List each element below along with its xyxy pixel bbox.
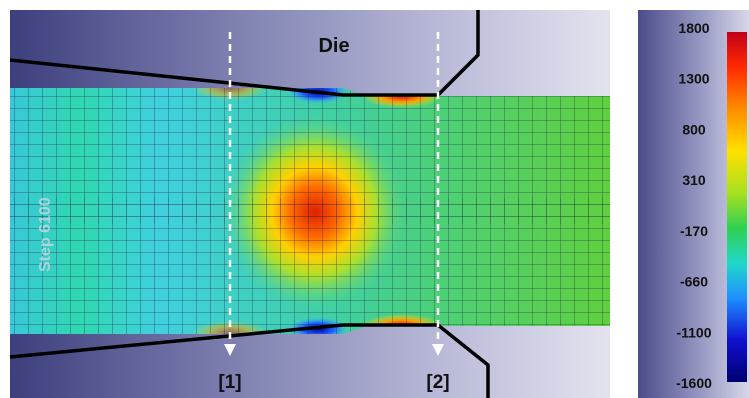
step-label: Step 6100: [37, 197, 54, 272]
section-label-1: [1]: [218, 372, 241, 393]
colorbar-tick-label: -1600: [676, 375, 712, 391]
colorbar-tick-label: 310: [682, 172, 706, 188]
colorbar-tick-label: -660: [680, 274, 708, 290]
colorbar-legend: 1800 1300 800 310 -170 -660 -1100 -1600: [638, 10, 749, 398]
colorbar-tick-label: 1300: [678, 71, 709, 87]
colorbar-tick-label: -170: [680, 223, 708, 239]
colorbar-tick-label: -1100: [676, 324, 711, 340]
colorbar-gradient: [727, 32, 747, 382]
section-line-1: [224, 32, 236, 356]
die-label: Die: [318, 35, 349, 57]
section-label-2: [2]: [426, 372, 449, 393]
section-line-2: [432, 32, 444, 356]
colorbar-tick-label: 1800: [678, 20, 709, 36]
billet-stress-field: [10, 88, 610, 334]
colorbar-tick-label: 800: [682, 121, 706, 137]
